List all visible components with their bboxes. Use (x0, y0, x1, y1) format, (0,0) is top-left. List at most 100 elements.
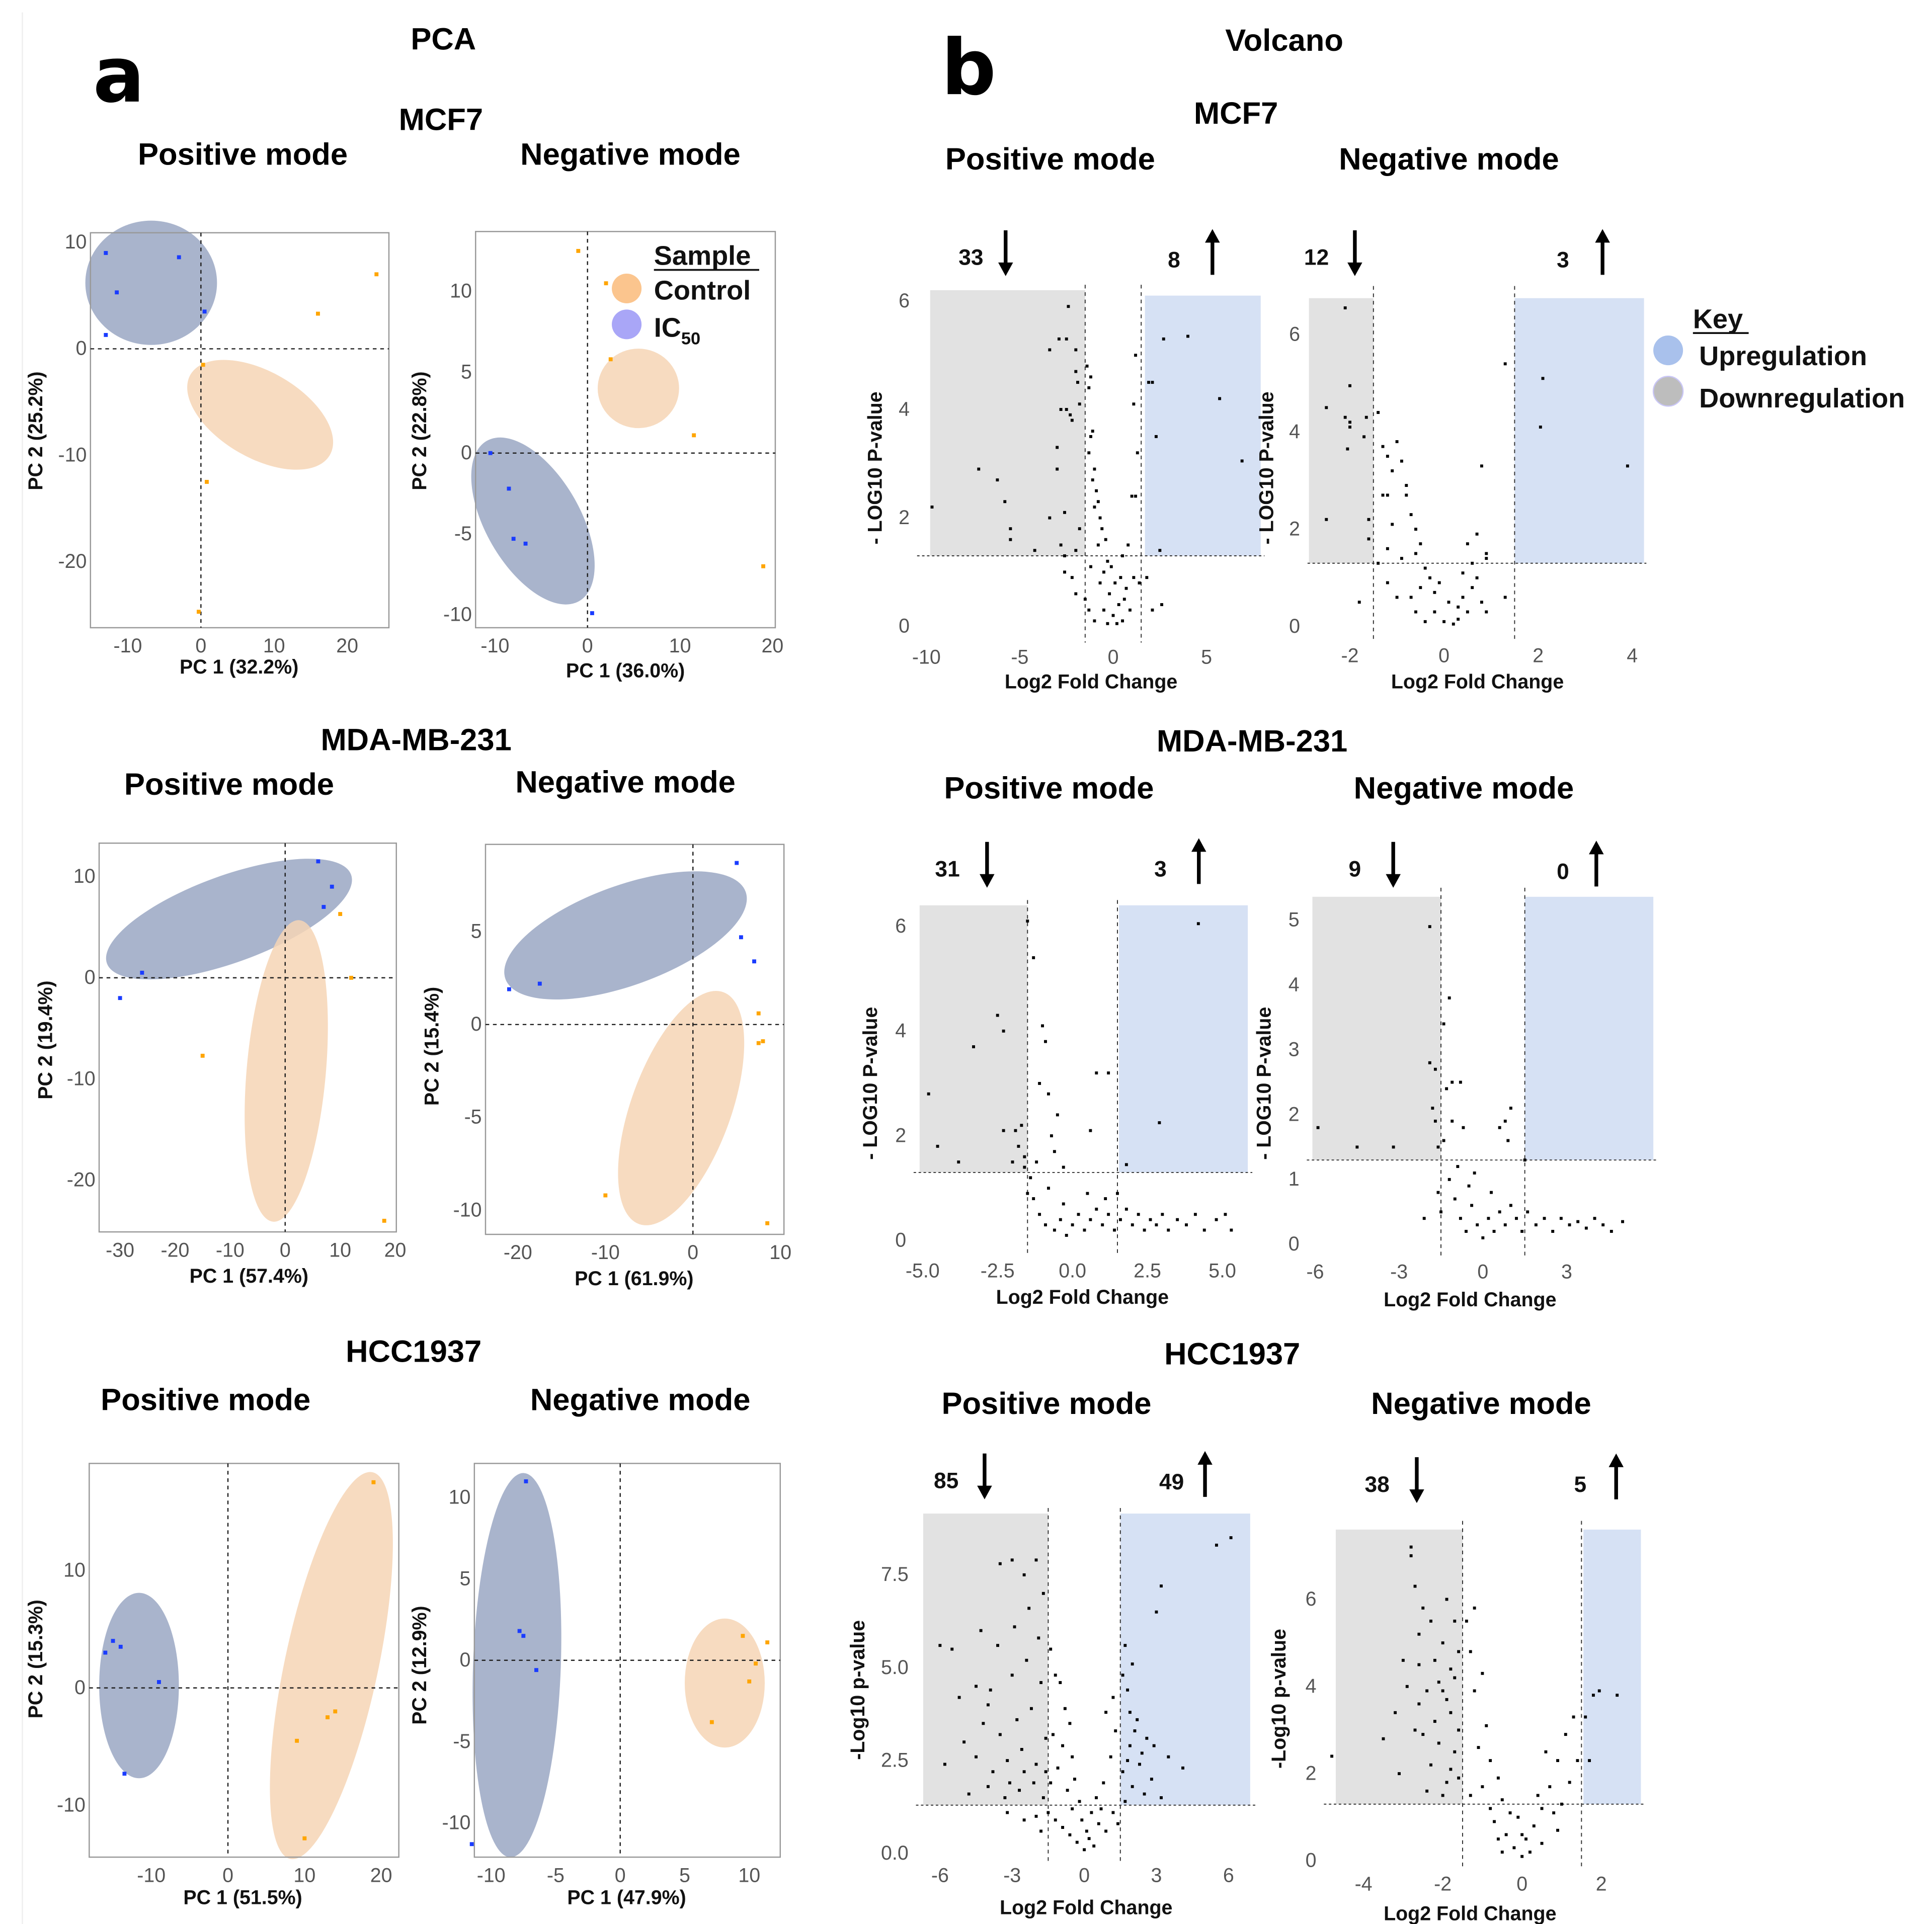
volcano-hcc-positive: 85 49 -6 -3 0 3 6 0.0 2.5 5.0 7.5 Log2 Fold Change -… (847, 1451, 1258, 1918)
feature-point (1059, 1681, 1062, 1684)
feature-point (1013, 1625, 1016, 1629)
y-tick-label: 0 (471, 1013, 482, 1035)
feature-point (1452, 622, 1455, 626)
feature-point (1025, 1658, 1028, 1662)
feature-point (1006, 1811, 1009, 1814)
feature-point (1074, 592, 1078, 596)
feature-point (967, 1792, 971, 1796)
up-count: 3 (1154, 857, 1167, 882)
feature-point (1433, 610, 1436, 614)
arrow-down-icon (980, 842, 995, 888)
x-tick-label: -2.5 (981, 1260, 1015, 1282)
feature-point (1429, 1619, 1432, 1623)
feature-point (1006, 1759, 1009, 1763)
feature-point (1453, 1619, 1457, 1623)
feature-point (1143, 1228, 1146, 1232)
feature-point (1068, 1833, 1072, 1836)
feature-point (1520, 1855, 1524, 1858)
x-tick-label: 3 (1151, 1864, 1162, 1886)
feature-point (1155, 1223, 1158, 1227)
feature-point (1104, 1197, 1107, 1200)
feature-point (1386, 493, 1389, 497)
feature-point (1106, 559, 1109, 563)
control-point (382, 1219, 386, 1223)
feature-point (1044, 1223, 1047, 1227)
ic50-point (104, 332, 108, 337)
feature-point (1202, 1228, 1206, 1232)
feature-point (1062, 1165, 1065, 1169)
y-axis-label: PC 2 (19.4%) (34, 980, 56, 1099)
control-point (765, 1221, 770, 1225)
feature-point (979, 1629, 983, 1632)
control-point (326, 1715, 330, 1719)
feature-point (1449, 1667, 1453, 1671)
feature-point (1111, 1811, 1115, 1814)
ic50-point (590, 611, 594, 615)
feature-point (1539, 426, 1542, 429)
feature-point (1414, 610, 1417, 614)
y-tick-label: 0 (1289, 615, 1300, 637)
feature-point (1536, 1794, 1540, 1797)
control-confidence-ellipse (684, 1618, 765, 1748)
feature-point (1011, 1160, 1014, 1164)
ic50-point (104, 251, 108, 255)
feature-point (1442, 620, 1446, 623)
feature-point (1441, 1641, 1444, 1645)
y-tick-label: -20 (67, 1169, 96, 1191)
y-tick-label: -5 (454, 523, 472, 545)
ic50-confidence-ellipse (472, 1473, 561, 1858)
feature-point (1147, 381, 1151, 384)
x-tick-label: 0 (195, 635, 206, 657)
y-tick-label: 0 (895, 1229, 906, 1251)
feature-point (930, 506, 934, 509)
feature-point (1126, 543, 1130, 547)
feature-point (1457, 618, 1460, 621)
feature-point (1091, 478, 1094, 482)
feature-point (1466, 542, 1469, 546)
feature-point (1509, 1204, 1512, 1207)
volcano-mda-negative-heading: Negative mode (1354, 771, 1574, 806)
feature-point (1584, 1715, 1587, 1719)
feature-point (1097, 1822, 1100, 1825)
ic50-point (739, 935, 743, 940)
x-tick-label: -5.0 (906, 1260, 940, 1282)
feature-point (1093, 467, 1096, 471)
feature-point (1131, 1662, 1134, 1666)
x-tick-label: -6 (931, 1864, 949, 1886)
feature-point (1032, 1781, 1035, 1785)
feature-point (1500, 1851, 1504, 1854)
control-point (333, 1709, 338, 1714)
y-tick-label: 4 (1289, 973, 1300, 995)
arrow-up-icon (1191, 838, 1206, 884)
feature-point (1591, 1694, 1595, 1697)
feature-point (1132, 402, 1136, 406)
control-point (200, 1053, 205, 1058)
x-tick-label: 2 (1533, 644, 1544, 666)
downregulation-region (1312, 896, 1441, 1160)
feature-point (1559, 1217, 1563, 1220)
ic50-point (122, 1772, 127, 1776)
downregulation-region (1309, 298, 1374, 563)
volcano-mcf7-heading: MCF7 (1194, 96, 1278, 131)
feature-point (1093, 506, 1096, 509)
feature-point (1089, 435, 1092, 438)
pca-hcc-negative-heading: Negative mode (530, 1383, 751, 1417)
ic50-confidence-ellipse (504, 871, 747, 999)
feature-point (1330, 1754, 1334, 1758)
upregulation-region (1120, 1514, 1250, 1805)
y-tick-label: 4 (899, 398, 910, 420)
feature-point (1439, 1210, 1442, 1214)
feature-point (1065, 337, 1068, 341)
feature-point (1609, 1230, 1613, 1233)
feature-point (1572, 1715, 1575, 1719)
downregulation-region (930, 290, 1085, 556)
y-axis-label: - LOG10 P-value (1253, 1007, 1275, 1160)
volcano-mda-positive-heading: Positive mode (944, 771, 1154, 806)
feature-point (1381, 493, 1385, 497)
feature-point (1136, 1718, 1139, 1721)
feature-point (1475, 532, 1479, 536)
feature-point (989, 1688, 992, 1692)
feature-point (1496, 1776, 1500, 1780)
feature-point (1224, 1213, 1227, 1216)
y-tick-label: -10 (442, 1811, 471, 1833)
